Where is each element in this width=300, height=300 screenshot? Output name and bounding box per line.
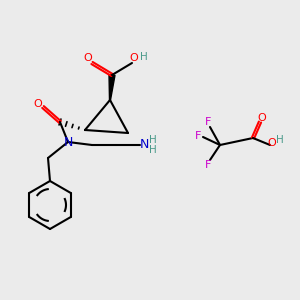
Text: H: H: [149, 135, 157, 145]
Text: H: H: [276, 135, 284, 145]
Text: O: O: [130, 53, 138, 63]
Text: F: F: [205, 160, 211, 170]
Text: N: N: [139, 139, 149, 152]
Text: O: O: [268, 138, 276, 148]
Text: F: F: [205, 117, 211, 127]
Text: H: H: [149, 145, 157, 155]
Text: H: H: [140, 52, 148, 62]
Text: O: O: [258, 113, 266, 123]
Text: F: F: [195, 131, 201, 141]
Polygon shape: [109, 75, 115, 100]
Text: N: N: [63, 136, 73, 148]
Text: O: O: [34, 99, 42, 109]
Text: O: O: [84, 53, 92, 63]
